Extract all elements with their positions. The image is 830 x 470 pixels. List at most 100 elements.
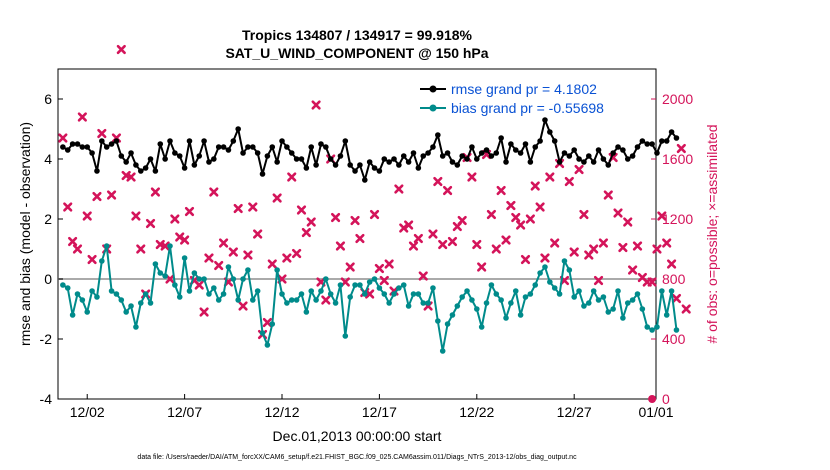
series-point (415, 165, 422, 171)
right-tick-label: 1200 (662, 211, 693, 227)
series-point (108, 141, 115, 147)
series-point (206, 291, 212, 297)
series-point (561, 150, 568, 156)
series-point (220, 291, 227, 297)
series-point (366, 279, 373, 285)
series-point (142, 291, 149, 297)
series-point (503, 315, 509, 321)
obs-point (92, 191, 102, 202)
obs-point (540, 253, 550, 263)
series-point (133, 324, 139, 330)
series-point (332, 300, 339, 306)
series-point (420, 153, 427, 159)
series-point (64, 285, 71, 291)
chart-title-line1: Tropics 134807 / 134917 = 99.918% (242, 27, 473, 43)
series-point (391, 291, 397, 297)
series-point (108, 288, 115, 294)
series-point (269, 321, 276, 327)
series-point (396, 162, 402, 168)
series-point (230, 276, 237, 282)
series-point (585, 153, 592, 159)
series-point (84, 144, 91, 150)
series-point (342, 333, 349, 339)
series-point (376, 285, 383, 291)
obs-point (301, 227, 311, 238)
series-point (274, 159, 280, 165)
obs-point (613, 208, 623, 218)
series-point (313, 162, 319, 168)
series-point (176, 153, 183, 159)
series-point (357, 282, 363, 288)
series-point (196, 153, 203, 159)
series-point (211, 285, 217, 291)
obs-point (413, 233, 423, 244)
right-tick-label: 400 (662, 331, 686, 347)
right-axis-ticks: 0 400 800 1200 1600 2000 (651, 91, 693, 407)
legend-rmse-label: rmse grand pr = 4.1802 (451, 81, 597, 97)
obs-point (228, 247, 238, 257)
series-point (659, 288, 665, 294)
obs-point (574, 164, 584, 175)
series-point (133, 162, 139, 168)
obs-point (399, 223, 409, 233)
legend: rmse grand pr = 4.1802 bias grand pr = -… (420, 81, 604, 116)
series-point (167, 138, 173, 144)
series-point (64, 147, 71, 153)
series-point (459, 294, 465, 300)
series-point (634, 144, 641, 150)
series-point (488, 282, 495, 288)
x-tick-label: 12/27 (557, 404, 592, 420)
series-point (396, 285, 402, 291)
series-point (473, 156, 480, 162)
series-point (639, 138, 646, 144)
series-point (386, 300, 392, 306)
series-point (303, 165, 310, 171)
obs-point (603, 190, 613, 200)
series-point (123, 309, 129, 315)
series-point (439, 348, 446, 354)
series-point (517, 312, 524, 318)
series-point (99, 138, 105, 144)
series-point (342, 138, 349, 144)
obs-point (248, 202, 258, 212)
obs-point (535, 202, 545, 212)
series-point (663, 312, 670, 318)
series-point (162, 156, 168, 162)
series-point (269, 144, 276, 150)
obs-point (296, 205, 307, 215)
rmse-series (60, 117, 680, 183)
series-point (337, 153, 344, 159)
series-point (176, 294, 183, 300)
series-point (308, 288, 315, 294)
series-point (235, 297, 241, 303)
series-point (629, 153, 636, 159)
plot-area (57, 68, 657, 400)
series-point (225, 264, 232, 270)
series-point (420, 300, 427, 306)
series-point (69, 141, 76, 147)
series-point (249, 144, 256, 150)
obs-point (501, 235, 511, 245)
series-point (337, 282, 344, 288)
obs-point (311, 100, 321, 110)
obs-point (657, 211, 667, 221)
series-point (361, 291, 368, 297)
series-point (103, 144, 110, 150)
obs-point (486, 209, 497, 220)
series-point (469, 297, 475, 303)
obs-point (564, 176, 574, 187)
series-point (522, 141, 529, 147)
series-point (128, 303, 134, 309)
series-point (551, 138, 558, 144)
series-point (79, 297, 86, 303)
obs-point (418, 271, 428, 281)
obs-point (550, 238, 560, 248)
series-point (201, 276, 207, 282)
series-point (352, 168, 358, 174)
series-point (230, 138, 237, 144)
x-tick-label: 12/07 (167, 404, 202, 420)
series-point (172, 282, 178, 288)
series-point (215, 297, 222, 303)
series-point (663, 138, 670, 144)
obs-point (131, 211, 141, 221)
